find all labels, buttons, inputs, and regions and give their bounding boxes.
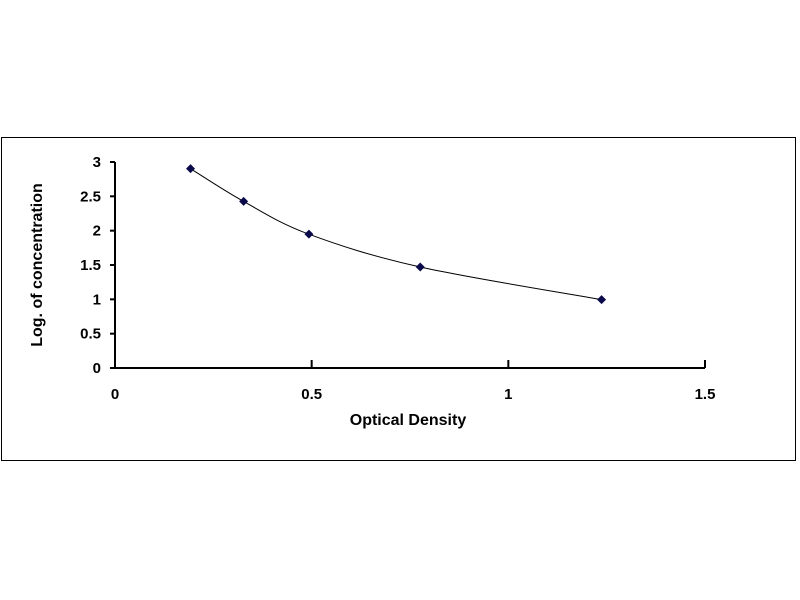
x-axis-label: Optical Density: [350, 412, 467, 429]
x-tick-label: 0: [111, 386, 119, 403]
data-point-marker: [239, 196, 249, 206]
x-tick-label: 1.5: [695, 386, 716, 403]
y-tick-label: 0.5: [80, 326, 101, 343]
y-tick-label: 0: [93, 360, 101, 377]
data-points: [186, 164, 607, 305]
y-tick-label: 3: [93, 154, 101, 171]
data-point-marker: [304, 229, 314, 239]
series-line: [190, 168, 602, 301]
data-point-marker: [186, 164, 196, 174]
y-tick-label: 2.5: [80, 188, 101, 205]
y-tick-label: 2: [93, 223, 101, 240]
x-tick-label: 1: [504, 386, 512, 403]
chart-frame: [1, 137, 796, 461]
y-axis-label: Log. of concentration: [29, 183, 46, 347]
y-tick-label: 1: [93, 291, 101, 308]
data-point-marker: [415, 262, 425, 272]
y-tick-label: 1.5: [80, 257, 101, 274]
x-tick-label: 0.5: [301, 386, 322, 403]
data-point-marker: [597, 295, 607, 305]
tick-labels: 0 0.5 1 1.5 2 2.5 3 0 0.5 1 1.5: [80, 154, 715, 403]
axes: [110, 161, 706, 369]
